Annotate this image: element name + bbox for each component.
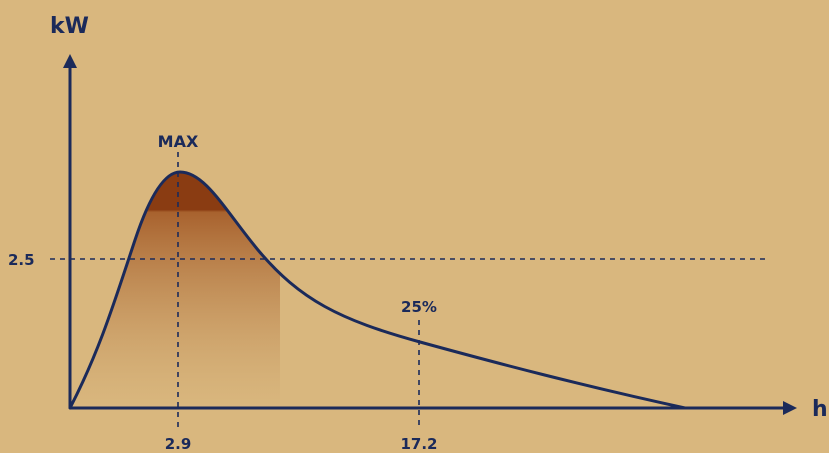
x-axis-label: h bbox=[812, 397, 828, 422]
max-annotation: MAX bbox=[158, 132, 199, 151]
y-axis-label: kW bbox=[50, 14, 89, 39]
y-axis-arrow bbox=[63, 54, 77, 68]
x-axis-arrow bbox=[783, 401, 797, 415]
percent-annotation: 25% bbox=[401, 298, 437, 316]
x-tick-2-9: 2.9 bbox=[165, 435, 192, 453]
power-curve-line bbox=[68, 170, 687, 410]
ref-line-2-5-label: 2.5 bbox=[8, 251, 35, 269]
x-tick-17-2: 17.2 bbox=[400, 435, 437, 453]
curve-area-fill bbox=[70, 172, 280, 408]
